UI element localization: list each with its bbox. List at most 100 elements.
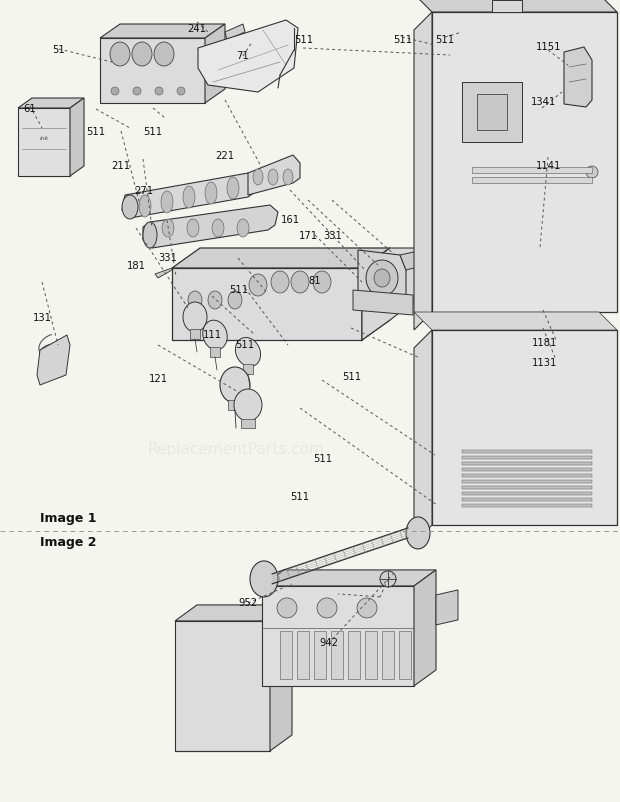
Polygon shape bbox=[400, 250, 426, 270]
Bar bbox=[472, 167, 592, 173]
Text: 511: 511 bbox=[236, 340, 254, 350]
Ellipse shape bbox=[236, 338, 260, 367]
Text: 942: 942 bbox=[319, 638, 338, 648]
Bar bbox=[462, 492, 592, 495]
Text: 71: 71 bbox=[237, 51, 249, 61]
Polygon shape bbox=[155, 268, 172, 278]
Bar bbox=[190, 329, 200, 339]
Ellipse shape bbox=[253, 169, 263, 185]
Ellipse shape bbox=[249, 274, 267, 296]
Text: 1151: 1151 bbox=[536, 42, 562, 51]
Ellipse shape bbox=[132, 42, 152, 66]
Ellipse shape bbox=[208, 291, 222, 309]
Ellipse shape bbox=[154, 42, 174, 66]
Ellipse shape bbox=[313, 271, 331, 293]
Ellipse shape bbox=[268, 169, 278, 185]
Polygon shape bbox=[353, 290, 413, 315]
Bar bbox=[462, 504, 592, 507]
Bar bbox=[462, 480, 592, 483]
Ellipse shape bbox=[143, 222, 157, 248]
Text: 952: 952 bbox=[239, 598, 257, 608]
Text: 1141: 1141 bbox=[536, 161, 561, 171]
Polygon shape bbox=[414, 0, 617, 12]
Polygon shape bbox=[414, 312, 617, 330]
Bar bbox=[399, 631, 411, 679]
Ellipse shape bbox=[250, 561, 278, 597]
Text: 511: 511 bbox=[291, 492, 309, 502]
Ellipse shape bbox=[205, 182, 217, 204]
Bar bbox=[280, 631, 292, 679]
Polygon shape bbox=[198, 20, 298, 92]
Polygon shape bbox=[492, 0, 522, 12]
Bar bbox=[314, 631, 326, 679]
Ellipse shape bbox=[406, 517, 430, 549]
Polygon shape bbox=[37, 335, 70, 385]
Text: 1181: 1181 bbox=[532, 338, 557, 348]
Text: 131: 131 bbox=[33, 314, 51, 323]
Ellipse shape bbox=[177, 87, 185, 95]
Bar bbox=[462, 456, 592, 459]
Polygon shape bbox=[362, 248, 432, 340]
Bar bbox=[228, 400, 242, 410]
Bar bbox=[297, 631, 309, 679]
Ellipse shape bbox=[380, 571, 396, 587]
Ellipse shape bbox=[188, 291, 202, 309]
Text: 271: 271 bbox=[135, 186, 153, 196]
Polygon shape bbox=[270, 605, 292, 751]
Polygon shape bbox=[172, 268, 362, 340]
Ellipse shape bbox=[183, 186, 195, 208]
Polygon shape bbox=[477, 94, 507, 130]
Polygon shape bbox=[262, 570, 436, 586]
Polygon shape bbox=[225, 24, 245, 40]
Polygon shape bbox=[462, 82, 522, 142]
Text: ReplacementParts.com: ReplacementParts.com bbox=[147, 442, 324, 456]
Ellipse shape bbox=[161, 191, 173, 213]
Ellipse shape bbox=[271, 271, 289, 293]
Polygon shape bbox=[414, 330, 432, 543]
Bar bbox=[462, 462, 592, 465]
Text: 511: 511 bbox=[436, 35, 454, 45]
Bar bbox=[462, 468, 592, 471]
Polygon shape bbox=[414, 570, 436, 686]
Bar bbox=[382, 631, 394, 679]
Polygon shape bbox=[205, 24, 225, 103]
Polygon shape bbox=[18, 98, 84, 108]
Ellipse shape bbox=[122, 195, 138, 219]
Ellipse shape bbox=[374, 269, 390, 287]
Bar bbox=[348, 631, 360, 679]
Ellipse shape bbox=[212, 219, 224, 237]
Bar bbox=[462, 474, 592, 477]
Text: ink: ink bbox=[39, 136, 49, 141]
Text: Image 2: Image 2 bbox=[40, 537, 97, 549]
Polygon shape bbox=[175, 621, 270, 751]
Text: 61: 61 bbox=[24, 104, 36, 114]
Text: 211: 211 bbox=[112, 161, 130, 171]
Text: 511: 511 bbox=[394, 35, 412, 45]
Polygon shape bbox=[100, 24, 225, 38]
Bar bbox=[210, 347, 220, 357]
Polygon shape bbox=[143, 205, 278, 248]
Polygon shape bbox=[436, 590, 458, 625]
Text: 511: 511 bbox=[342, 372, 361, 382]
Polygon shape bbox=[358, 250, 406, 308]
Bar bbox=[472, 177, 592, 183]
Text: 511: 511 bbox=[87, 127, 105, 136]
Text: 51: 51 bbox=[53, 45, 65, 55]
Ellipse shape bbox=[187, 219, 199, 237]
Ellipse shape bbox=[283, 169, 293, 185]
Bar bbox=[241, 419, 255, 428]
Ellipse shape bbox=[357, 598, 377, 618]
Text: 161: 161 bbox=[281, 215, 299, 225]
Ellipse shape bbox=[110, 42, 130, 66]
Ellipse shape bbox=[237, 219, 249, 237]
Ellipse shape bbox=[277, 598, 297, 618]
Polygon shape bbox=[432, 330, 617, 525]
Polygon shape bbox=[175, 605, 292, 621]
Text: 511: 511 bbox=[294, 35, 313, 45]
Ellipse shape bbox=[228, 291, 242, 309]
Bar bbox=[365, 631, 377, 679]
Polygon shape bbox=[100, 38, 205, 103]
Ellipse shape bbox=[366, 260, 398, 296]
Ellipse shape bbox=[220, 367, 250, 403]
Text: 81: 81 bbox=[309, 276, 321, 286]
